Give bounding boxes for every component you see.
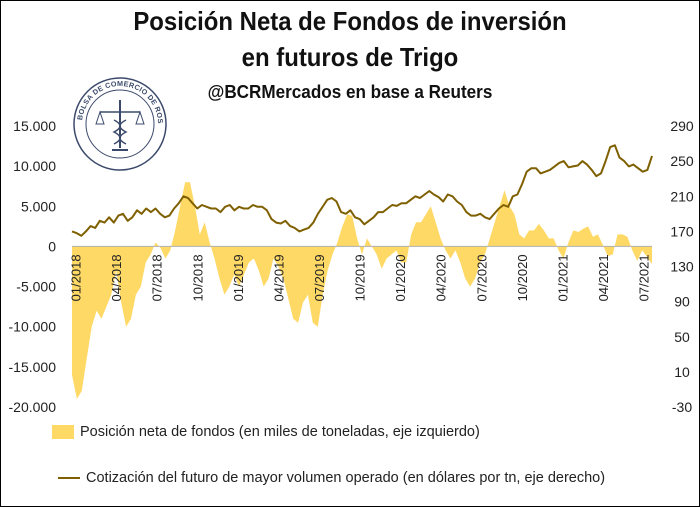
x-axis-tick-label: 04/2020 — [434, 254, 449, 301]
left-axis-tick-label: 5.000 — [21, 198, 56, 214]
chart-title-line2: en futuros de Trigo — [241, 42, 459, 72]
left-axis-tick-label: -20.000 — [9, 399, 57, 415]
left-axis-tick-label: -15.000 — [9, 359, 57, 375]
x-axis-tick-label: 04/2018 — [109, 254, 124, 301]
legend-item-line: Cotización del futuro de mayor volumen o… — [58, 470, 605, 486]
x-axis-tick-label: 01/2018 — [69, 254, 84, 301]
x-axis-tick-label: 04/2019 — [271, 254, 286, 301]
x-axis-tick-label: 10/2018 — [190, 254, 205, 301]
right-axis-tick-label: 290 — [670, 118, 694, 134]
left-axis-tick-label: 10.000 — [13, 158, 56, 174]
left-axis-tick-label: -10.000 — [9, 319, 57, 335]
x-axis-tick-label: 10/2020 — [515, 254, 530, 301]
legend-swatch-area — [52, 425, 74, 439]
bcr-logo-icon: BOLSA DE COMERCIO DE ROSARIO — [72, 76, 167, 171]
right-axis-tick-label: 250 — [670, 153, 694, 169]
legend-swatch-line — [58, 477, 80, 479]
right-axis-tick-label: 130 — [670, 259, 694, 275]
x-axis-tick-label: 01/2020 — [393, 254, 408, 301]
left-axis-tick-label: 0 — [48, 238, 56, 254]
right-axis-tick-label: -30 — [672, 399, 692, 415]
right-axis-tick-label: 210 — [670, 188, 694, 204]
series-area-fund-position — [72, 182, 652, 399]
x-axis-tick-label: 01/2021 — [555, 254, 570, 301]
series-line-futures-price — [71, 144, 653, 237]
right-axis-tick-label: 50 — [674, 329, 690, 345]
legend-label-area: Posición neta de fondos (en miles de ton… — [80, 424, 480, 440]
x-axis-tick-label: 10/2019 — [353, 254, 368, 301]
left-axis-tick-label: -5.000 — [16, 279, 56, 295]
chart-subtitle: @BCRMercados en base a Reuters — [207, 82, 493, 102]
x-axis-tick-label: 07/2019 — [312, 254, 327, 301]
left-axis-tick-label: 15.000 — [13, 118, 56, 134]
chart-title-line1: Posición Neta de Fondos de inversión — [133, 6, 567, 36]
x-axis-tick-label: 04/2021 — [596, 254, 611, 301]
x-axis-tick-label: 07/2021 — [637, 254, 652, 301]
x-axis-tick-label: 07/2020 — [474, 254, 489, 301]
right-axis-tick-label: 170 — [670, 223, 694, 239]
legend-label-line: Cotización del futuro de mayor volumen o… — [86, 470, 606, 486]
x-axis-tick-label: 07/2018 — [150, 254, 165, 301]
right-axis-tick-label: 10 — [674, 364, 690, 380]
x-axis-tick-label: 01/2019 — [231, 254, 246, 301]
legend-item-area: Posición neta de fondos (en miles de ton… — [52, 424, 480, 440]
right-axis-tick-label: 90 — [674, 294, 690, 310]
